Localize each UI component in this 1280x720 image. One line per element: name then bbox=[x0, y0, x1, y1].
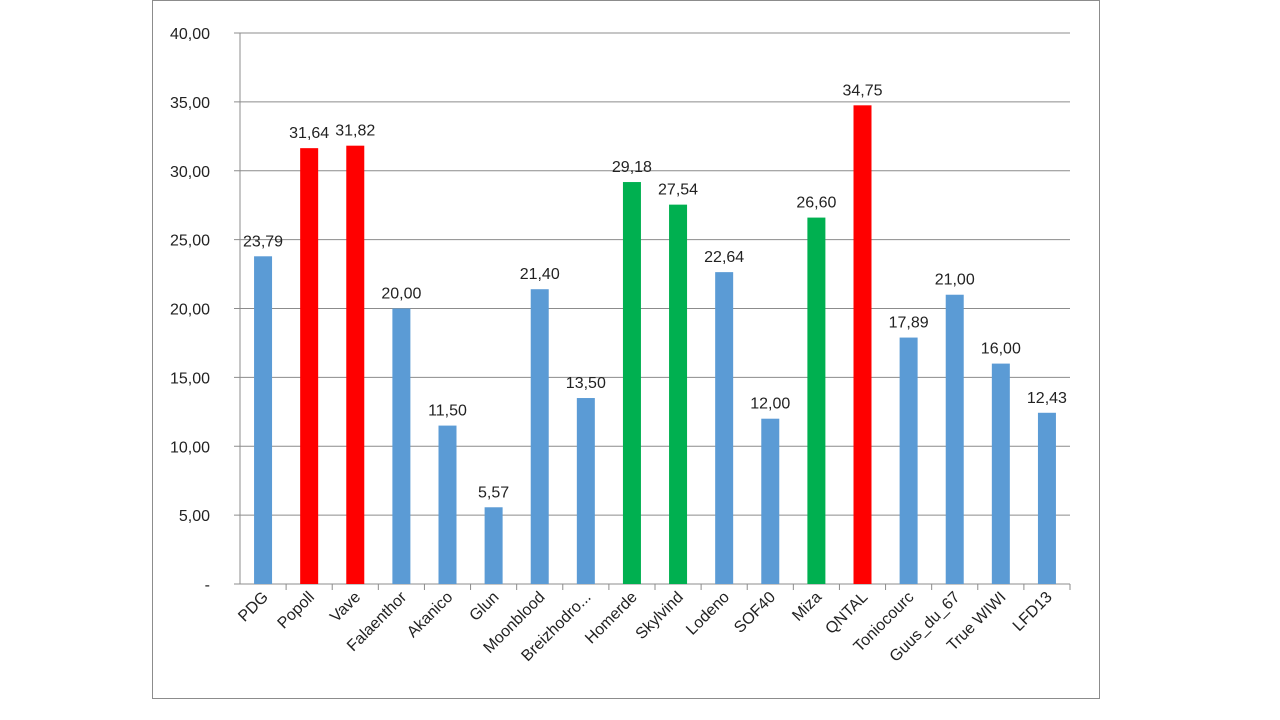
bar bbox=[530, 289, 549, 584]
bar bbox=[346, 145, 365, 584]
category-label: Lodeno bbox=[683, 589, 733, 639]
y-tick-label: 5,00 bbox=[179, 508, 210, 525]
bar bbox=[254, 256, 273, 584]
y-tick-label: 30,00 bbox=[170, 164, 210, 181]
bar bbox=[715, 272, 734, 584]
data-label: 16,00 bbox=[981, 341, 1021, 358]
category-label: PDG bbox=[235, 589, 272, 626]
data-label: 31,64 bbox=[289, 125, 329, 142]
data-label: 27,54 bbox=[658, 182, 698, 199]
category-label: Glun bbox=[467, 589, 503, 625]
data-label: 31,82 bbox=[335, 123, 375, 140]
data-label: 29,18 bbox=[612, 159, 652, 176]
bar bbox=[484, 507, 503, 584]
y-tick-label: 40,00 bbox=[170, 26, 210, 43]
data-label: 5,57 bbox=[478, 484, 509, 501]
data-label: 34,75 bbox=[842, 82, 882, 99]
category-label: Vave bbox=[327, 589, 364, 626]
y-tick-label: - bbox=[205, 577, 210, 594]
y-tick-label: 25,00 bbox=[170, 233, 210, 250]
category-label: LFD13 bbox=[1010, 589, 1056, 635]
bar bbox=[576, 398, 595, 584]
data-label: 20,00 bbox=[381, 286, 421, 303]
data-label: 23,79 bbox=[243, 233, 283, 250]
bar bbox=[807, 217, 826, 584]
category-label: SOF40 bbox=[731, 589, 779, 637]
y-tick-label: 20,00 bbox=[170, 302, 210, 319]
bar bbox=[300, 148, 319, 584]
category-label: Skylvind bbox=[633, 589, 687, 643]
bar bbox=[1037, 412, 1056, 584]
bar bbox=[761, 418, 780, 584]
data-label: 11,50 bbox=[428, 403, 467, 420]
y-tick-label: 10,00 bbox=[170, 439, 210, 456]
data-label: 13,50 bbox=[566, 375, 606, 392]
data-label: 21,40 bbox=[520, 266, 560, 283]
data-label: 26,60 bbox=[796, 195, 836, 212]
bar bbox=[622, 182, 641, 584]
category-label: Popoll bbox=[275, 589, 318, 632]
data-label: 12,00 bbox=[750, 396, 790, 413]
data-label: 12,43 bbox=[1027, 390, 1067, 407]
bar bbox=[438, 425, 457, 584]
bar bbox=[853, 105, 872, 584]
bar bbox=[392, 308, 411, 584]
bar bbox=[899, 337, 918, 584]
y-tick-label: 15,00 bbox=[170, 370, 210, 387]
data-label: 21,00 bbox=[935, 272, 975, 289]
y-tick-label: 35,00 bbox=[170, 95, 210, 112]
bar bbox=[991, 363, 1010, 584]
data-label: 17,89 bbox=[889, 315, 929, 332]
bar bbox=[945, 294, 964, 584]
bar bbox=[669, 204, 688, 584]
data-label: 22,64 bbox=[704, 249, 744, 266]
category-label: Akanico bbox=[404, 589, 456, 641]
category-label: Miza bbox=[789, 589, 825, 625]
